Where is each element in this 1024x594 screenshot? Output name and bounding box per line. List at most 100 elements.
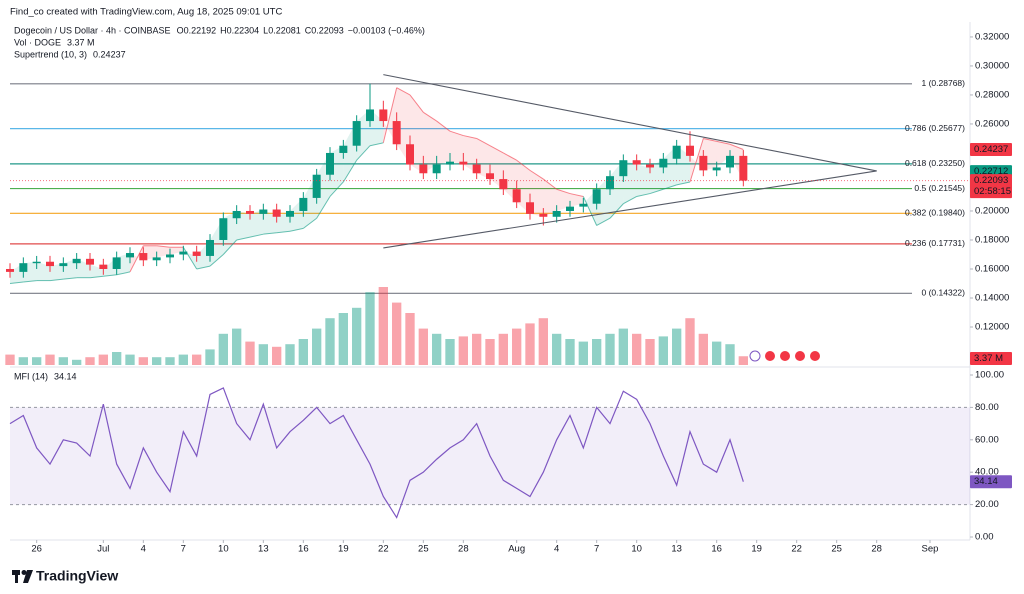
supertrend-line: [409, 94, 424, 113]
mfi-y-tick-label: 20.00: [975, 499, 999, 510]
volume-bar: [312, 328, 322, 365]
candle-body: [646, 164, 654, 168]
volume-icons: [749, 350, 820, 362]
supertrend-line: [156, 245, 171, 248]
supertrend-fill: [250, 209, 264, 238]
volume-bar: [72, 359, 82, 365]
volume-bar: [298, 339, 308, 365]
volume-bar: [152, 357, 162, 365]
volume-bar: [245, 341, 255, 365]
candle-body: [619, 160, 628, 177]
candle-body: [499, 179, 508, 190]
supertrend-fill: [556, 189, 570, 211]
supertrend-fill: [570, 193, 584, 207]
candle-body: [219, 218, 228, 240]
volume-bar: [525, 323, 535, 365]
candle-body: [392, 121, 401, 145]
candle-body: [259, 209, 268, 214]
candle-body: [379, 109, 388, 122]
price-marker-label: 0.22093: [974, 175, 1008, 186]
legend-text: L: [263, 25, 268, 35]
candle-body: [286, 210, 294, 217]
supertrend-line: [316, 196, 331, 219]
volume-bar: [458, 336, 468, 365]
supertrend-line: [236, 236, 251, 241]
supertrend-line: [556, 188, 571, 195]
x-tick-label: 28: [871, 544, 882, 555]
volume-bar: [432, 333, 442, 365]
supertrend-line: [103, 274, 117, 277]
supertrend-line: [716, 140, 731, 145]
volume-bar: [672, 328, 682, 365]
x-tick-label: 22: [791, 544, 802, 555]
candle-body: [472, 164, 481, 174]
x-tick-label: 22: [378, 544, 389, 555]
supertrend-line: [516, 159, 531, 171]
candle-body: [99, 264, 108, 269]
legend-text: 0.22304: [227, 25, 260, 35]
supertrend-line: [663, 184, 677, 190]
volume-bar: [405, 313, 415, 365]
legend-text: 0.22093: [311, 25, 344, 35]
candle-body: [19, 263, 28, 272]
volume-bar: [285, 344, 295, 365]
volume-bar: [565, 339, 575, 365]
supertrend-line: [222, 239, 238, 255]
volume-bar: [552, 333, 562, 365]
volume-bar: [418, 328, 428, 365]
candle-body: [579, 203, 588, 207]
volume-bar: [85, 357, 95, 365]
volume-bar: [112, 352, 122, 365]
volume-bar: [18, 357, 28, 365]
x-tick-label: 28: [458, 544, 469, 555]
volume-bar: [378, 287, 388, 365]
candle-body: [712, 167, 721, 171]
supertrend-line: [423, 111, 437, 122]
mfi-y-tick-label: 40.00: [975, 467, 999, 478]
candle-body: [326, 152, 334, 175]
x-tick-label: Jul: [97, 544, 109, 555]
x-tick-label: 25: [831, 544, 842, 555]
candle-body: [46, 261, 54, 267]
candle-body: [299, 197, 308, 211]
mfi-line: [9, 387, 744, 519]
y-tick-label: 0.26000: [975, 118, 1009, 129]
fib-label: 1 (0.28768): [922, 78, 966, 88]
supertrend-line: [503, 152, 517, 161]
x-tick-label: 13: [671, 544, 682, 555]
trendline: [383, 170, 877, 249]
supertrend-line: [476, 138, 491, 147]
candle-body: [592, 189, 601, 204]
supertrend-line: [449, 130, 464, 137]
y-tick-label: 0.14000: [975, 293, 1009, 304]
x-tick-label: 16: [711, 544, 722, 555]
volume-bar: [618, 328, 628, 365]
candle-body: [72, 258, 81, 264]
volume-bar: [538, 318, 548, 365]
volume-bar: [338, 313, 348, 365]
icon: [810, 351, 820, 361]
candle-body: [179, 251, 188, 255]
fib-label: 0 (0.14322): [922, 288, 966, 298]
x-tick-label: Aug: [508, 544, 525, 555]
candle-body: [152, 257, 161, 261]
volume-bar: [352, 307, 362, 365]
y-tick-label: 0.18000: [975, 234, 1009, 245]
supertrend-fill: [50, 263, 64, 281]
fib-label: 0.786 (0.25677): [905, 123, 965, 133]
volume-bar: [138, 357, 148, 365]
x-tick-label: 7: [594, 544, 599, 555]
supertrend-line: [49, 278, 64, 282]
candle-body: [192, 251, 201, 256]
supertrend-line: [369, 142, 384, 147]
legend-text: Supertrend (10, 3): [14, 49, 87, 59]
candle-body: [86, 258, 94, 265]
supertrend-line: [649, 188, 664, 195]
x-tick-label: 25: [418, 544, 429, 555]
supertrend-line: [676, 181, 691, 186]
legend-text: Vol · DOGE: [14, 37, 61, 47]
y-tick-label: 0.32000: [975, 31, 1009, 42]
supertrend-line: [543, 178, 557, 190]
volume-bar: [45, 354, 55, 365]
